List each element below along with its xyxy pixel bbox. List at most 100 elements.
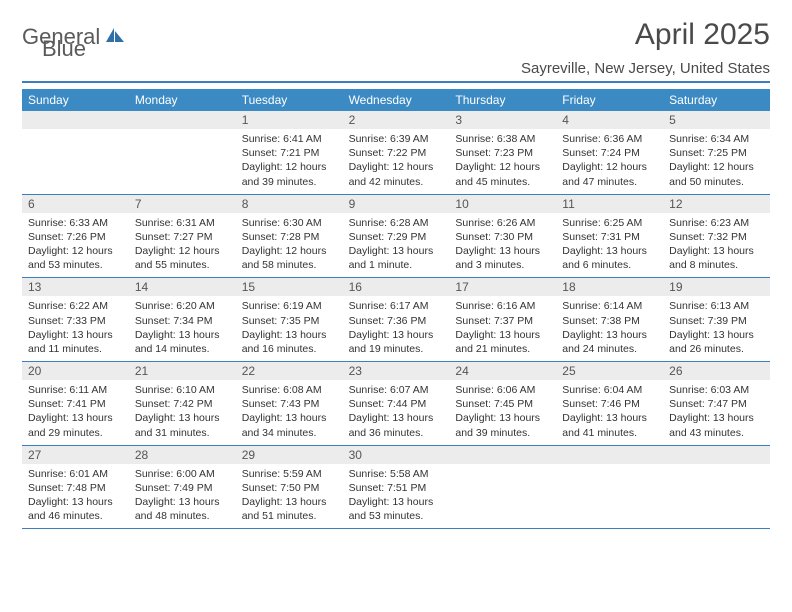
calendar-week: 20Sunrise: 6:11 AMSunset: 7:41 PMDayligh… [22,362,770,446]
day-details: Sunrise: 6:38 AMSunset: 7:23 PMDaylight:… [449,129,556,194]
sunrise-text: Sunrise: 6:14 AM [562,299,657,313]
day-details: Sunrise: 6:17 AMSunset: 7:36 PMDaylight:… [343,296,450,361]
daylight-text: Daylight: 12 hours and 47 minutes. [562,160,657,188]
calendar-cell: 10Sunrise: 6:26 AMSunset: 7:30 PMDayligh… [449,195,556,278]
day-details: Sunrise: 6:16 AMSunset: 7:37 PMDaylight:… [449,296,556,361]
daylight-text: Daylight: 13 hours and 46 minutes. [28,495,123,523]
day-details: Sunrise: 6:19 AMSunset: 7:35 PMDaylight:… [236,296,343,361]
sunrise-text: Sunrise: 6:41 AM [242,132,337,146]
sunset-text: Sunset: 7:42 PM [135,397,230,411]
sunrise-text: Sunrise: 6:28 AM [349,216,444,230]
sunset-text: Sunset: 7:49 PM [135,481,230,495]
day-details: Sunrise: 6:20 AMSunset: 7:34 PMDaylight:… [129,296,236,361]
calendar-cell: 12Sunrise: 6:23 AMSunset: 7:32 PMDayligh… [663,195,770,278]
calendar-cell: 11Sunrise: 6:25 AMSunset: 7:31 PMDayligh… [556,195,663,278]
day-details: Sunrise: 6:14 AMSunset: 7:38 PMDaylight:… [556,296,663,361]
sunset-text: Sunset: 7:34 PM [135,314,230,328]
sunrise-text: Sunrise: 6:13 AM [669,299,764,313]
sunset-text: Sunset: 7:26 PM [28,230,123,244]
sunrise-text: Sunrise: 6:17 AM [349,299,444,313]
sunset-text: Sunset: 7:39 PM [669,314,764,328]
day-details: Sunrise: 6:00 AMSunset: 7:49 PMDaylight:… [129,464,236,529]
daylight-text: Daylight: 13 hours and 6 minutes. [562,244,657,272]
calendar-cell: 14Sunrise: 6:20 AMSunset: 7:34 PMDayligh… [129,278,236,361]
sunrise-text: Sunrise: 6:20 AM [135,299,230,313]
day-details: Sunrise: 6:03 AMSunset: 7:47 PMDaylight:… [663,380,770,445]
sunrise-text: Sunrise: 5:59 AM [242,467,337,481]
day-number: 15 [236,278,343,296]
daylight-text: Daylight: 13 hours and 43 minutes. [669,411,764,439]
calendar-cell: 22Sunrise: 6:08 AMSunset: 7:43 PMDayligh… [236,362,343,445]
day-details: Sunrise: 6:06 AMSunset: 7:45 PMDaylight:… [449,380,556,445]
calendar-cell: 15Sunrise: 6:19 AMSunset: 7:35 PMDayligh… [236,278,343,361]
dayhead-monday: Monday [129,89,236,111]
sunrise-text: Sunrise: 6:34 AM [669,132,764,146]
daylight-text: Daylight: 12 hours and 58 minutes. [242,244,337,272]
calendar-cell: 2Sunrise: 6:39 AMSunset: 7:22 PMDaylight… [343,111,450,194]
daylight-text: Daylight: 13 hours and 29 minutes. [28,411,123,439]
dayhead-saturday: Saturday [663,89,770,111]
sunset-text: Sunset: 7:46 PM [562,397,657,411]
day-details: Sunrise: 6:23 AMSunset: 7:32 PMDaylight:… [663,213,770,278]
calendar-week: 1Sunrise: 6:41 AMSunset: 7:21 PMDaylight… [22,111,770,195]
sunrise-text: Sunrise: 6:16 AM [455,299,550,313]
dayhead-wednesday: Wednesday [343,89,450,111]
calendar-cell: 3Sunrise: 6:38 AMSunset: 7:23 PMDaylight… [449,111,556,194]
sunset-text: Sunset: 7:24 PM [562,146,657,160]
day-number [663,446,770,464]
day-number: 14 [129,278,236,296]
day-details: Sunrise: 6:04 AMSunset: 7:46 PMDaylight:… [556,380,663,445]
calendar-cell: 24Sunrise: 6:06 AMSunset: 7:45 PMDayligh… [449,362,556,445]
day-number: 2 [343,111,450,129]
day-number: 29 [236,446,343,464]
sunset-text: Sunset: 7:36 PM [349,314,444,328]
day-number: 7 [129,195,236,213]
day-number: 23 [343,362,450,380]
day-details: Sunrise: 6:01 AMSunset: 7:48 PMDaylight:… [22,464,129,529]
daylight-text: Daylight: 13 hours and 26 minutes. [669,328,764,356]
calendar-cell [449,446,556,529]
calendar-cell [556,446,663,529]
day-number: 27 [22,446,129,464]
day-number: 19 [663,278,770,296]
day-number [449,446,556,464]
day-details: Sunrise: 6:07 AMSunset: 7:44 PMDaylight:… [343,380,450,445]
sunset-text: Sunset: 7:35 PM [242,314,337,328]
day-details: Sunrise: 6:10 AMSunset: 7:42 PMDaylight:… [129,380,236,445]
location-text: Sayreville, New Jersey, United States [22,60,770,83]
sunrise-text: Sunrise: 6:22 AM [28,299,123,313]
daylight-text: Daylight: 12 hours and 53 minutes. [28,244,123,272]
day-details: Sunrise: 6:22 AMSunset: 7:33 PMDaylight:… [22,296,129,361]
dayhead-tuesday: Tuesday [236,89,343,111]
calendar: Sunday Monday Tuesday Wednesday Thursday… [22,89,770,529]
day-number: 17 [449,278,556,296]
day-details [449,464,556,472]
calendar-day-header: Sunday Monday Tuesday Wednesday Thursday… [22,89,770,111]
day-details: Sunrise: 6:31 AMSunset: 7:27 PMDaylight:… [129,213,236,278]
sunset-text: Sunset: 7:47 PM [669,397,764,411]
sunrise-text: Sunrise: 6:25 AM [562,216,657,230]
calendar-cell: 28Sunrise: 6:00 AMSunset: 7:49 PMDayligh… [129,446,236,529]
day-details: Sunrise: 6:25 AMSunset: 7:31 PMDaylight:… [556,213,663,278]
sunrise-text: Sunrise: 6:01 AM [28,467,123,481]
dayhead-sunday: Sunday [22,89,129,111]
sunset-text: Sunset: 7:44 PM [349,397,444,411]
daylight-text: Daylight: 12 hours and 39 minutes. [242,160,337,188]
sunrise-text: Sunrise: 6:23 AM [669,216,764,230]
daylight-text: Daylight: 13 hours and 19 minutes. [349,328,444,356]
day-details: Sunrise: 6:34 AMSunset: 7:25 PMDaylight:… [663,129,770,194]
daylight-text: Daylight: 13 hours and 14 minutes. [135,328,230,356]
calendar-cell: 6Sunrise: 6:33 AMSunset: 7:26 PMDaylight… [22,195,129,278]
daylight-text: Daylight: 13 hours and 21 minutes. [455,328,550,356]
calendar-cell: 21Sunrise: 6:10 AMSunset: 7:42 PMDayligh… [129,362,236,445]
day-number: 9 [343,195,450,213]
daylight-text: Daylight: 13 hours and 41 minutes. [562,411,657,439]
day-details: Sunrise: 6:36 AMSunset: 7:24 PMDaylight:… [556,129,663,194]
calendar-cell: 9Sunrise: 6:28 AMSunset: 7:29 PMDaylight… [343,195,450,278]
day-number: 30 [343,446,450,464]
day-details: Sunrise: 6:26 AMSunset: 7:30 PMDaylight:… [449,213,556,278]
daylight-text: Daylight: 13 hours and 36 minutes. [349,411,444,439]
sunrise-text: Sunrise: 6:36 AM [562,132,657,146]
sunrise-text: Sunrise: 6:26 AM [455,216,550,230]
calendar-cell: 13Sunrise: 6:22 AMSunset: 7:33 PMDayligh… [22,278,129,361]
